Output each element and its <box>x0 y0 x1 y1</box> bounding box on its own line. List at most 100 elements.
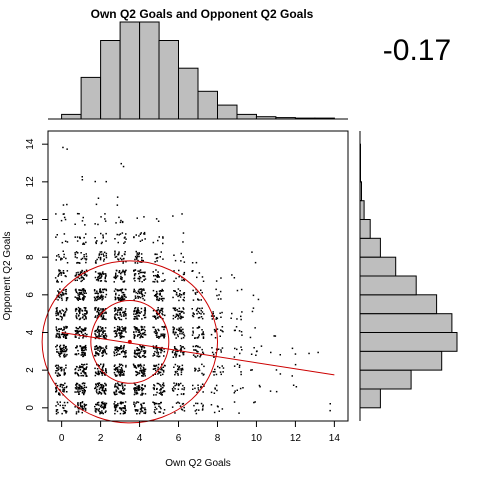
scatter-point <box>121 383 124 385</box>
scatter-point <box>98 312 100 314</box>
scatter-point <box>175 313 178 315</box>
scatter-point <box>152 241 155 244</box>
scatter-point <box>118 384 121 386</box>
scatter-point <box>191 314 194 317</box>
scatter-point <box>56 318 58 320</box>
scatter-point <box>118 374 121 376</box>
scatter-point <box>114 386 116 388</box>
scatter-point <box>174 290 176 292</box>
scatter-point <box>103 389 106 392</box>
scatter-point <box>79 403 82 405</box>
scatter-point <box>98 332 100 334</box>
scatter-point <box>160 407 162 410</box>
scatter-point <box>85 269 88 271</box>
scatter-point <box>193 404 195 407</box>
scatter-point <box>221 365 223 367</box>
scatter-point <box>55 314 57 317</box>
scatter-point <box>119 233 122 235</box>
scatter-point <box>118 365 120 368</box>
x-tick-label: 2 <box>98 433 104 444</box>
scatter-point <box>101 374 104 376</box>
scatter-point <box>75 251 78 253</box>
scatter-point <box>141 392 143 394</box>
scatter-point <box>138 291 140 293</box>
scatter-point <box>177 316 180 318</box>
scatter-point <box>114 252 116 254</box>
scatter-point <box>139 296 142 299</box>
scatter-point <box>80 332 83 334</box>
scatter-point <box>201 333 203 335</box>
scatter-point <box>123 346 125 348</box>
scatter-point <box>95 329 97 332</box>
scatter-point <box>141 239 143 241</box>
scatter-point <box>97 347 99 349</box>
scatter-point <box>115 382 117 385</box>
scatter-point <box>104 406 107 409</box>
scatter-point <box>116 347 118 350</box>
scatter-point <box>102 295 104 298</box>
scatter-point <box>238 330 241 332</box>
scatter-point <box>104 276 107 279</box>
scatter-point <box>183 347 186 350</box>
scatter-point <box>317 351 319 354</box>
scatter-point <box>241 334 243 336</box>
scatter-point <box>213 411 216 414</box>
scatter-point <box>134 269 137 271</box>
scatter-point <box>65 334 67 336</box>
scatter-point <box>133 388 135 390</box>
scatter-point <box>139 269 142 271</box>
scatter-point <box>197 307 199 309</box>
scatter-point <box>57 281 59 283</box>
scatter-point <box>79 404 82 407</box>
scatter-point <box>211 351 214 354</box>
scatter-point <box>123 281 125 283</box>
scatter-point <box>143 314 146 316</box>
scatter-point <box>179 330 181 333</box>
scatter-point <box>219 335 221 337</box>
scatter-point <box>94 346 96 348</box>
scatter-point <box>105 311 107 313</box>
scatter-point <box>158 299 160 301</box>
scatter-point <box>80 258 83 261</box>
scatter-point <box>95 292 97 294</box>
scatter-point <box>197 345 199 347</box>
scatter-point <box>94 408 97 410</box>
scatter-point <box>135 356 137 358</box>
scatter-point <box>178 384 180 387</box>
scatter-point <box>161 311 164 313</box>
scatter-point <box>153 347 155 349</box>
scatter-point <box>76 332 78 334</box>
scatter-point <box>118 317 120 319</box>
scatter-point <box>140 329 143 331</box>
scatter-point <box>178 327 180 329</box>
scatter-point <box>82 313 84 316</box>
scatter-point <box>58 392 60 394</box>
scatter-point <box>66 298 68 300</box>
scatter-point <box>61 309 63 311</box>
scatter-point <box>211 318 214 320</box>
scatter-point <box>240 346 242 348</box>
scatter-point <box>172 307 175 309</box>
scatter-point <box>94 405 96 408</box>
scatter-point <box>135 349 138 351</box>
scatter-point <box>133 310 135 313</box>
scatter-point <box>143 402 145 404</box>
scatter-point <box>120 370 122 372</box>
scatter-point <box>84 348 87 350</box>
scatter-point <box>180 315 182 317</box>
scatter-point <box>252 294 255 297</box>
scatter-point <box>77 292 79 294</box>
scatter-point <box>58 328 60 330</box>
scatter-point <box>178 269 180 272</box>
scatter-point <box>74 256 77 258</box>
scatter-point <box>95 315 97 317</box>
scatter-point <box>82 277 85 279</box>
scatter-point <box>96 258 98 261</box>
scatter-point <box>162 366 165 368</box>
scatter-point <box>238 412 240 414</box>
scatter-point <box>133 326 136 328</box>
scatter-point <box>194 387 196 390</box>
scatter-point <box>98 408 100 410</box>
scatter-point <box>79 366 82 368</box>
scatter-point <box>180 329 183 331</box>
